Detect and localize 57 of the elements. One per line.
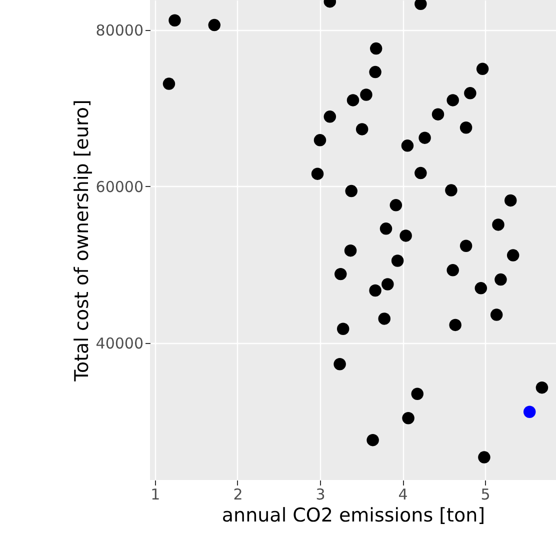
point (411, 388, 424, 400)
y-tick-label: 60000 (96, 178, 144, 196)
point (446, 264, 459, 276)
y-axis-title: Total cost of ownership [euro] (70, 100, 93, 382)
point (523, 406, 536, 418)
point (432, 108, 444, 120)
point (474, 282, 488, 294)
point (162, 78, 176, 90)
point (324, 110, 336, 123)
point (401, 140, 414, 152)
x-tick-label: 5 (480, 486, 490, 504)
point (460, 240, 472, 252)
x-axis-title: annual CO2 emissions [ton] (222, 504, 486, 526)
point (478, 451, 490, 464)
point (494, 273, 507, 286)
point (504, 194, 517, 207)
point (382, 278, 394, 290)
point (445, 184, 458, 196)
point (418, 132, 431, 144)
point (449, 318, 462, 332)
point (476, 62, 489, 76)
point (492, 218, 504, 231)
point (378, 312, 390, 325)
x-tick-label: 4 (398, 486, 408, 504)
point (356, 123, 368, 136)
x-tick-label: 2 (233, 486, 243, 504)
point (446, 94, 459, 106)
point (336, 322, 350, 335)
point (346, 94, 360, 106)
x-tick-label: 3 (316, 486, 326, 504)
point (464, 87, 476, 100)
y-tick-label: 40000 (96, 334, 144, 352)
point (414, 166, 427, 180)
point (490, 308, 503, 321)
point (390, 199, 402, 212)
point (380, 222, 392, 235)
point (370, 42, 382, 55)
point (506, 249, 520, 262)
point (168, 14, 181, 26)
point (334, 358, 346, 370)
point (400, 230, 412, 242)
y-tick-label: 80000 (96, 21, 144, 40)
point (344, 244, 357, 257)
point (402, 412, 414, 424)
point (311, 168, 324, 180)
point (334, 268, 347, 280)
point (208, 18, 220, 32)
point (391, 254, 404, 267)
point (460, 122, 472, 134)
point (360, 88, 372, 101)
point (345, 184, 358, 198)
point (314, 134, 326, 146)
point (369, 66, 382, 78)
point (369, 284, 382, 297)
point (536, 381, 548, 394)
point (366, 434, 379, 446)
x-tick-label: 1 (150, 486, 160, 504)
